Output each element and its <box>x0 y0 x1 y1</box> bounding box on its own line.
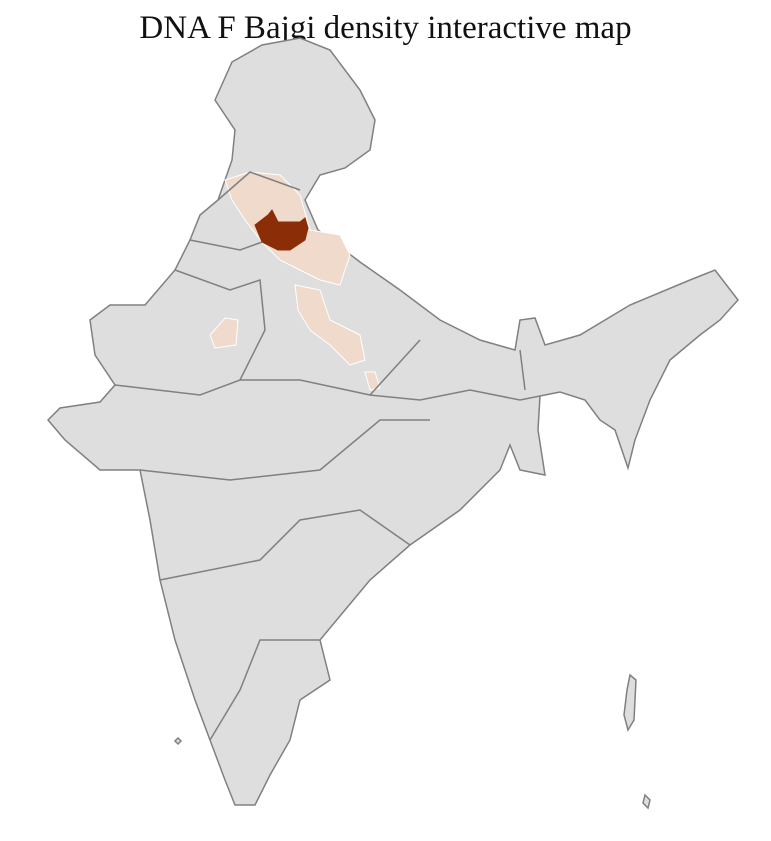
state-border <box>189 239 263 251</box>
density-layer <box>209 171 381 391</box>
state-border <box>174 269 266 381</box>
state-border <box>139 419 430 481</box>
lakshadweep[interactable] <box>173 736 183 746</box>
low-density-region[interactable] <box>364 371 381 391</box>
mainland[interactable] <box>46 37 739 806</box>
state-border <box>519 349 526 391</box>
nicobar-islands[interactable] <box>642 793 651 810</box>
low-density-region[interactable] <box>209 317 239 349</box>
high-density-region[interactable] <box>254 209 309 251</box>
andaman-islands[interactable] <box>623 673 637 732</box>
map-title: DNA F Bajgi density interactive map <box>139 10 632 46</box>
state-borders <box>114 171 541 741</box>
state-border <box>209 639 320 741</box>
low-density-region[interactable] <box>294 284 366 366</box>
state-border <box>159 509 411 581</box>
state-border <box>369 389 541 401</box>
state-border <box>114 339 421 396</box>
country-outline <box>46 37 739 810</box>
state-border <box>217 171 301 201</box>
